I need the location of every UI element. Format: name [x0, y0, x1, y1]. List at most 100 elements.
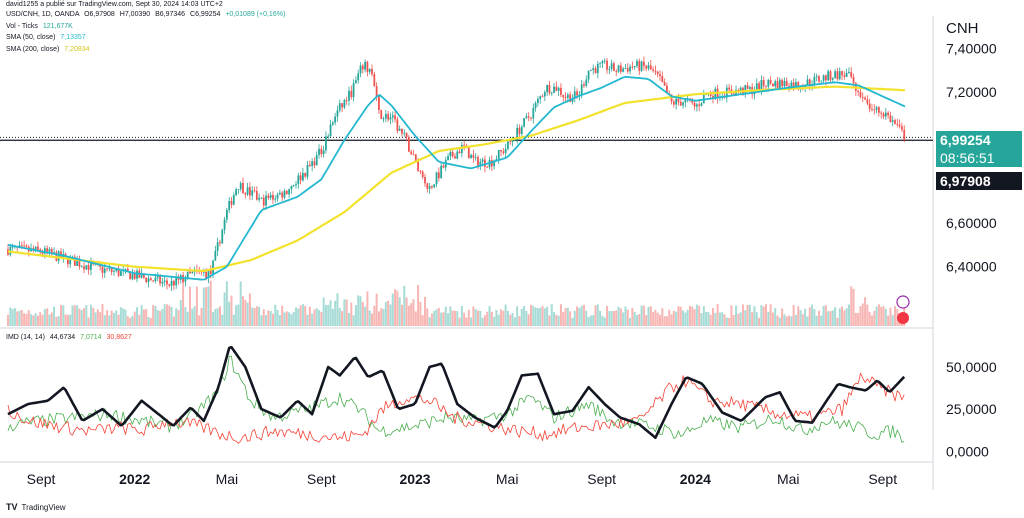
candle-body — [493, 160, 496, 167]
candle-body — [640, 61, 643, 71]
volume-bar — [778, 317, 781, 326]
volume-bar — [854, 312, 857, 326]
volume-bar — [46, 308, 49, 326]
candle-body — [417, 161, 420, 171]
volume-bar — [797, 306, 800, 326]
volume-bar — [228, 301, 231, 326]
volume-bar — [465, 317, 468, 326]
imd-main-line — [7, 345, 906, 440]
volume-bar — [682, 310, 685, 326]
volume-bar — [419, 301, 422, 326]
candle-body — [131, 273, 134, 280]
candle-body — [202, 271, 205, 273]
candle-body — [67, 256, 69, 265]
volume-bar — [564, 308, 567, 326]
volume-bar — [32, 315, 35, 326]
candle-body — [709, 93, 712, 96]
volume-bar — [675, 311, 678, 326]
price-tick-label: 7,20000 — [946, 84, 997, 100]
candle-body — [516, 127, 519, 140]
volume-bar — [488, 306, 491, 326]
volume-bar — [829, 311, 832, 326]
candle-body — [887, 112, 890, 116]
volume-bar — [725, 317, 728, 326]
candle-body — [901, 126, 903, 130]
volume-bar — [223, 292, 226, 326]
volume-bar — [753, 306, 756, 326]
volume-bar — [382, 309, 385, 326]
candle-body — [539, 96, 542, 99]
imd-legend[interactable]: IMD (14, 14) 44,6734 7,0714 30,8627 — [6, 333, 132, 343]
candle-body — [587, 70, 590, 80]
volume-bar — [709, 314, 712, 326]
candle-body — [78, 260, 81, 267]
candle-body — [53, 252, 55, 254]
candle-body — [119, 271, 122, 276]
axes: 7,40000 7,20000 6,60000 6,40000 50,0000 25,00… — [27, 40, 997, 487]
candle-body — [698, 104, 701, 106]
volume-bar — [562, 312, 565, 326]
candle-body — [103, 268, 106, 273]
candle-body — [557, 87, 560, 91]
volume-bar — [138, 314, 141, 326]
volume-bar — [16, 311, 19, 326]
sma200-value: 7,20834 — [64, 46, 90, 53]
candle-body — [776, 81, 779, 89]
candle-body — [159, 276, 161, 284]
imd-minus-value: 30,8627 — [106, 334, 132, 341]
volume-bar — [41, 314, 44, 326]
candle-body — [523, 118, 525, 127]
imd-indicator — [7, 345, 906, 444]
candle-body — [728, 87, 731, 90]
volume-bar — [276, 309, 279, 326]
volume-bar — [430, 313, 433, 326]
volume-bar — [635, 315, 638, 326]
volume-bar — [414, 311, 417, 326]
candle-body — [304, 173, 307, 177]
candle-body — [562, 94, 565, 98]
imd-plus-value: 7,0714 — [80, 334, 102, 341]
candle-body — [813, 76, 816, 86]
volume-bar — [760, 305, 763, 326]
sma50-legend[interactable]: SMA (50, close) 7,13357 — [6, 33, 86, 43]
volume-bar — [25, 313, 28, 326]
candle-body — [467, 146, 470, 159]
candle-body — [401, 128, 403, 134]
candle-body — [359, 65, 362, 74]
volume-bar — [89, 304, 92, 326]
volume-bar — [18, 310, 21, 326]
volume-bar — [785, 316, 788, 326]
ohlc-open: O6,97908 — [84, 11, 115, 18]
candle-body — [345, 100, 348, 101]
candle-body — [357, 73, 360, 81]
volume-bar — [55, 316, 58, 326]
candle-body — [428, 186, 431, 189]
volume-bar — [36, 315, 39, 326]
volume-bar — [350, 302, 353, 326]
volume-bar — [891, 314, 894, 326]
candle-body — [864, 97, 866, 100]
volume-bar — [281, 305, 284, 326]
volume-bar — [115, 310, 118, 326]
candle-body — [431, 186, 433, 188]
candle-body — [288, 189, 290, 195]
candle-body — [396, 119, 399, 131]
volume-bar — [112, 312, 115, 326]
candle-body — [513, 139, 516, 141]
candle-body — [859, 91, 862, 97]
volume-bar — [589, 315, 592, 326]
candle-body — [175, 276, 178, 286]
volume-bar — [723, 314, 726, 326]
volume-bar — [195, 286, 198, 326]
volume-bar — [580, 305, 583, 326]
tradingview-logo[interactable]: TV TradingView — [6, 502, 66, 512]
candle-body — [647, 65, 650, 69]
volume-bar — [232, 314, 235, 326]
sma200-legend[interactable]: SMA (200, close) 7,20834 — [6, 45, 90, 55]
volume-legend[interactable]: Vol - Ticks 121,677K — [6, 22, 73, 32]
candle-body — [313, 161, 316, 166]
volume-bar — [375, 293, 378, 326]
candle-body — [419, 170, 422, 172]
candle-body — [806, 79, 809, 86]
